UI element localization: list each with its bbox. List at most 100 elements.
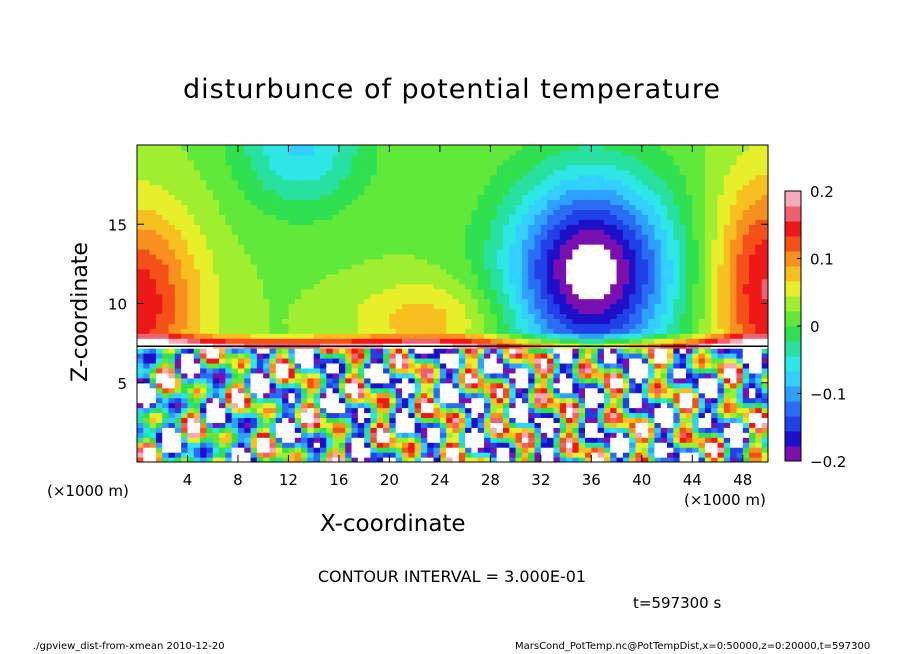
heatmap-cell (515, 239, 523, 245)
heatmap-cell (376, 303, 384, 310)
heatmap-cell (572, 402, 580, 409)
heatmap-cell (338, 407, 346, 414)
heatmap-cell (484, 209, 491, 215)
heatmap-cell (319, 145, 327, 151)
heatmap-cell (168, 427, 176, 433)
heatmap-cell (231, 288, 239, 295)
heatmap-cell (364, 229, 372, 235)
heatmap-cell (578, 229, 586, 235)
heatmap-cell (534, 422, 542, 428)
heatmap-cell (357, 219, 365, 225)
heatmap-cell (420, 442, 428, 448)
heatmap-cell (193, 244, 201, 250)
heatmap-cell (137, 159, 144, 166)
heatmap-cell (351, 239, 359, 245)
heatmap-cell (307, 353, 315, 359)
heatmap-cell (143, 278, 151, 285)
heatmap-cell (622, 338, 630, 344)
heatmap-cell (313, 174, 321, 181)
heatmap-cell (256, 437, 264, 443)
heatmap-cell (452, 348, 460, 354)
heatmap-cell (572, 159, 580, 166)
heatmap-cell (622, 159, 630, 166)
heatmap-cell (200, 328, 208, 334)
heatmap-cell (408, 318, 416, 324)
heatmap-cell (376, 293, 384, 300)
heatmap-cell (465, 239, 473, 245)
heatmap-cell (427, 159, 435, 166)
heatmap-cell (168, 219, 176, 225)
heatmap-cell (383, 194, 390, 201)
heatmap-cell (294, 283, 302, 290)
heatmap-cell (269, 417, 277, 423)
heatmap-cell (540, 224, 548, 230)
heatmap-cell (402, 328, 409, 334)
heatmap-cell (219, 258, 226, 265)
heatmap-cell (484, 154, 491, 161)
heatmap-cell (452, 224, 460, 230)
heatmap-cell (591, 422, 599, 428)
heatmap-cell (288, 194, 296, 201)
heatmap-cell (433, 437, 441, 443)
heatmap-cell (433, 397, 441, 404)
heatmap-cell (370, 402, 378, 409)
heatmap-cell (547, 417, 555, 423)
heatmap-cell (553, 174, 561, 181)
heatmap-cell (370, 234, 378, 240)
heatmap-cell (458, 179, 466, 186)
heatmap-cell (452, 278, 460, 285)
heatmap-cell (364, 298, 372, 305)
heatmap-cell (559, 397, 567, 404)
heatmap-cell (256, 412, 264, 419)
heatmap-cell (370, 263, 378, 270)
heatmap-cell (275, 249, 283, 255)
heatmap-cell (540, 372, 548, 379)
heatmap-cell (610, 348, 618, 354)
heatmap-cell (616, 348, 624, 354)
heatmap-cell (465, 234, 473, 240)
heatmap-cell (225, 253, 233, 260)
heatmap-cell (566, 288, 573, 295)
heatmap-cell (515, 164, 523, 171)
heatmap-cell (282, 154, 290, 161)
heatmap-cell (559, 367, 567, 374)
heatmap-cell (603, 224, 611, 230)
heatmap-cell (439, 457, 447, 462)
heatmap-cell (219, 194, 226, 201)
heatmap-cell (282, 164, 290, 171)
heatmap-cell (402, 214, 409, 220)
heatmap-cell (597, 412, 605, 419)
heatmap-cell (162, 353, 170, 359)
heatmap-cell (376, 204, 384, 210)
heatmap-cell (553, 318, 561, 324)
heatmap-cell (244, 367, 252, 374)
heatmap-cell (553, 169, 561, 176)
heatmap-cell (301, 303, 308, 310)
heatmap-cell (585, 149, 592, 156)
heatmap-cell (351, 457, 359, 462)
heatmap-cell (515, 442, 523, 448)
heatmap-cell (395, 367, 403, 374)
heatmap-cell (395, 348, 403, 354)
heatmap-cell (597, 427, 605, 433)
heatmap-cell (528, 268, 536, 275)
heatmap-cell (433, 189, 441, 196)
heatmap-cell (389, 377, 397, 384)
heatmap-cell (370, 353, 378, 359)
heatmap-cell (137, 145, 144, 151)
heatmap-cell (168, 253, 176, 260)
heatmap-cell (364, 288, 372, 295)
heatmap-cell (181, 174, 189, 181)
heatmap-cell (294, 303, 302, 310)
heatmap-cell (225, 278, 233, 285)
heatmap-cell (187, 283, 195, 290)
heatmap-cell (471, 298, 479, 305)
heatmap-cell (294, 318, 302, 324)
heatmap-cell (477, 239, 485, 245)
heatmap-cell (402, 308, 409, 315)
heatmap-cell (408, 263, 416, 270)
heatmap-cell (439, 258, 447, 265)
heatmap-cell (477, 338, 485, 344)
heatmap-cell (162, 357, 170, 364)
heatmap-cell (237, 313, 245, 319)
